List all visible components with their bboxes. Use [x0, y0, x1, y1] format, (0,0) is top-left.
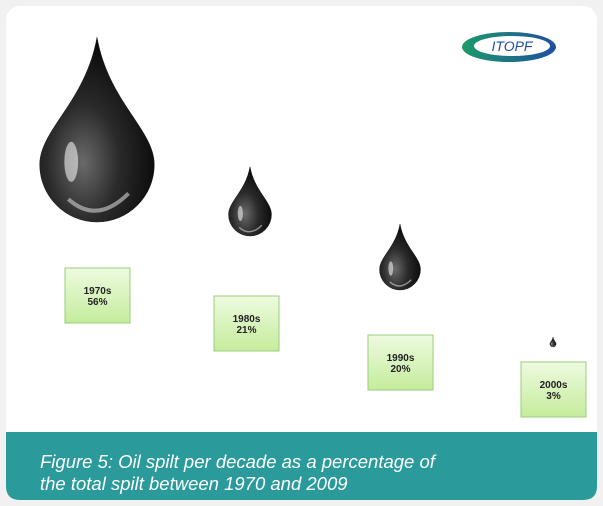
value-label: 20% [390, 364, 410, 375]
value-label: 21% [236, 325, 256, 336]
logo-inner [474, 36, 550, 56]
value-label: 3% [546, 391, 561, 402]
category-label: 2000s [540, 380, 568, 391]
category-label: 1970s [84, 286, 112, 297]
drop-reflection [551, 345, 555, 347]
caption-line-1: Figure 5: Oil spilt per decade as a perc… [40, 451, 437, 472]
drop-reflection [67, 191, 130, 213]
drop-highlight [237, 205, 243, 221]
panel [6, 6, 597, 500]
caption-line-2: the total spilt between 1970 and 2009 [40, 473, 348, 494]
drop-highlight [551, 342, 552, 345]
label-box [520, 361, 587, 418]
category-label: 1990s [387, 353, 415, 364]
label-box [64, 267, 131, 324]
category-label: 1980s [233, 314, 261, 325]
drop-highlight [388, 261, 394, 276]
drop-reflection [389, 279, 412, 287]
label-box [367, 334, 434, 391]
caption-band [6, 432, 597, 500]
logo-text: ITOPF [492, 38, 534, 54]
drop-highlight [64, 141, 79, 182]
drop-reflection [238, 224, 263, 233]
value-label: 56% [87, 297, 107, 308]
label-box [213, 295, 280, 352]
logo: ITOPF [462, 32, 556, 62]
